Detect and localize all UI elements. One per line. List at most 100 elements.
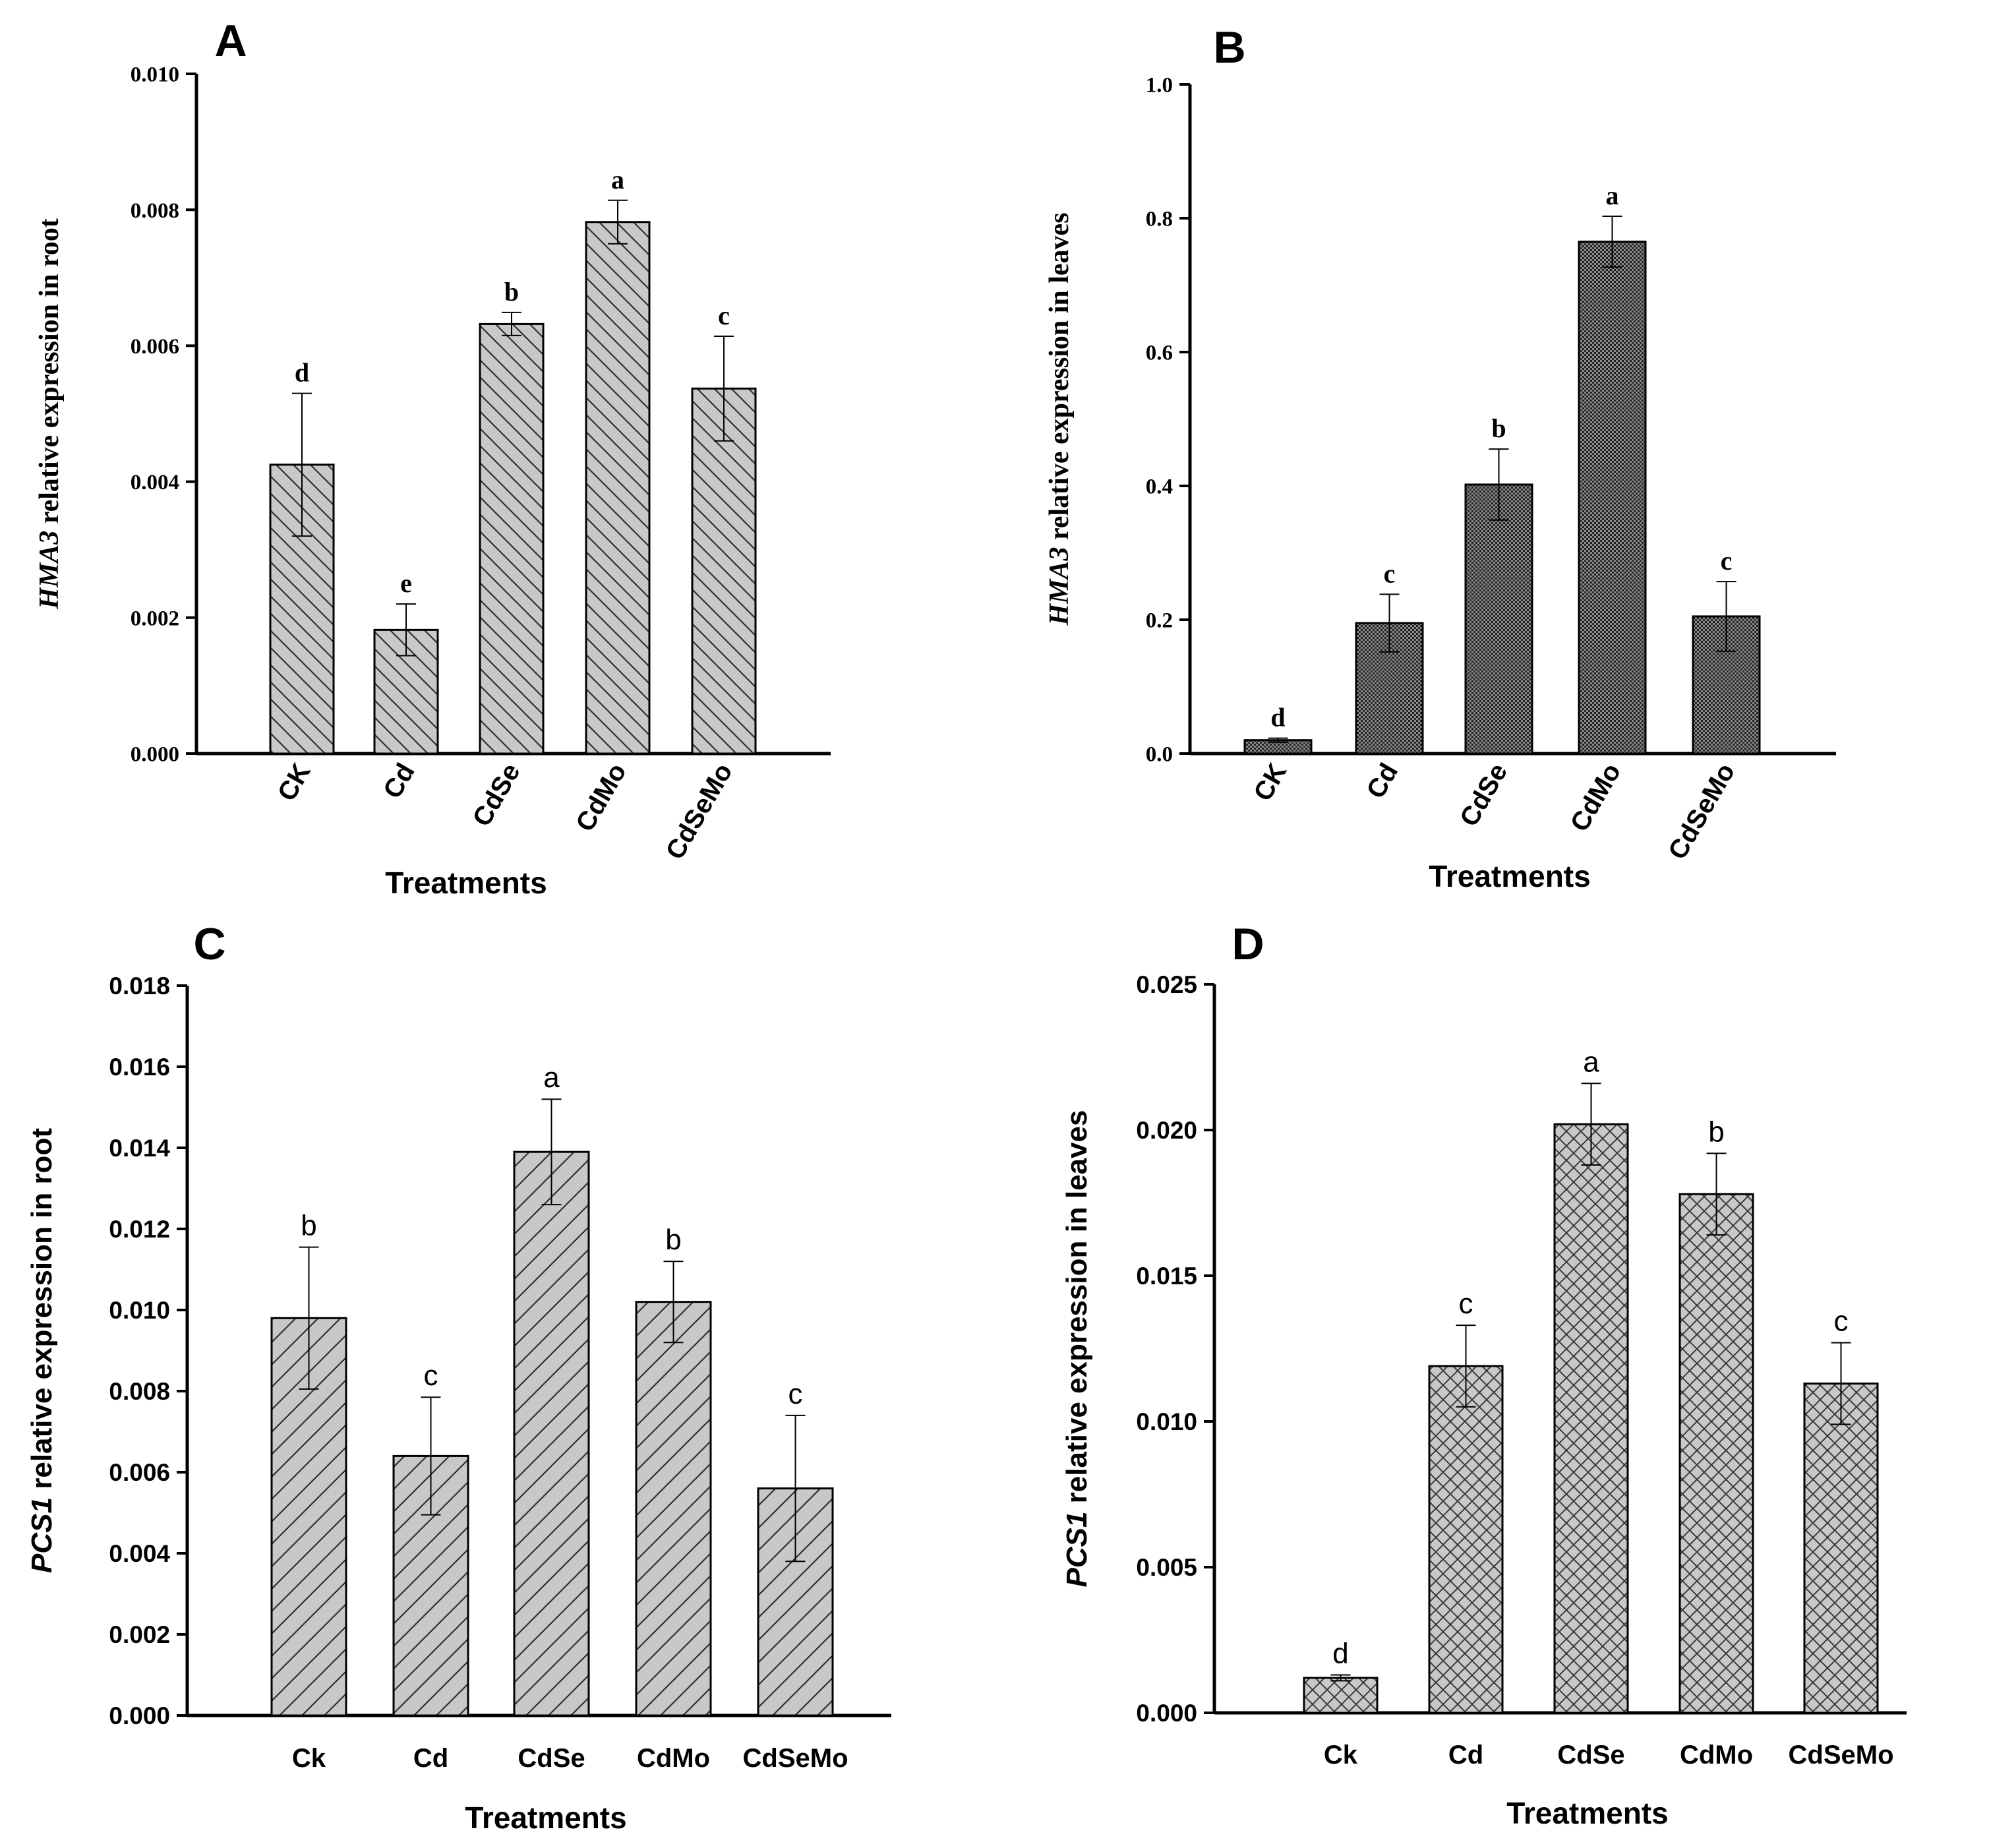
panel-d-y-axis-title-rest: relative expression in leaves: [1061, 1110, 1093, 1512]
panel-c-significance-letter: c: [424, 1359, 438, 1392]
panel-a-significance-letter: a: [611, 165, 624, 194]
panel-b-x-tick-label: CK: [1248, 758, 1292, 806]
panel-d-bar-cd: [1428, 1365, 1504, 1714]
panel-a-significance-letter: b: [504, 277, 519, 307]
panel-c-letter: C: [193, 919, 225, 969]
panel-d-y-tick-label: 0.005: [1136, 1554, 1197, 1581]
panel-b-x-axis-title: Treatments: [1429, 859, 1590, 893]
panel-c-bar-cdse: [513, 1150, 590, 1717]
panel-b-y-axis-title: HMA3 relative expression in leaves: [1044, 212, 1075, 626]
panel-c-y-tick-label: 0.010: [109, 1297, 170, 1324]
panel-c-y-tick-label: 0.006: [109, 1459, 170, 1486]
panel-c-significance-letter: a: [543, 1061, 560, 1094]
panel-d-bar-cdse: [1553, 1123, 1629, 1714]
panel-c-y-tick-label: 0.008: [109, 1378, 170, 1405]
panel-a-letter: A: [214, 16, 247, 66]
panel-b-x-tick-label: CdSeMo: [1663, 759, 1740, 865]
panel-c-x-axis-title: Treatments: [465, 1801, 626, 1835]
panel-b-y-tick-label: 1.0: [1146, 74, 1173, 98]
panel-d-y-tick-label: 0.025: [1136, 971, 1197, 998]
panel-b-y-tick-label: 0.2: [1146, 609, 1173, 633]
panel-b-y-tick-label: 0.4: [1146, 475, 1173, 499]
panel-d-x-tick-label: Ck: [1324, 1741, 1358, 1770]
panel-a-y-tick-label: 0.010: [131, 63, 179, 87]
panel-b-significance-letter: d: [1270, 703, 1285, 732]
panel-b-significance-letter: b: [1491, 413, 1506, 443]
panel-d-significance-letter: b: [1708, 1116, 1724, 1148]
panel-d-y-axis-gene: PCS1: [1061, 1512, 1093, 1588]
panel-a-y-tick-label: 0.000: [131, 743, 179, 767]
panel-c-y-tick-label: 0.014: [109, 1135, 170, 1162]
panel-c-y-tick-label: 0.000: [109, 1702, 170, 1729]
panel-d-bar-cdmo: [1678, 1193, 1754, 1714]
panel-c-significance-letter: b: [301, 1210, 316, 1242]
panel-d-y-tick-label: 0.020: [1136, 1117, 1197, 1144]
panel-c-y-tick-label: 0.018: [109, 972, 170, 999]
panel-b-y-axis-gene: HMA3: [1044, 547, 1075, 626]
panel-c-y-tick-label: 0.016: [109, 1054, 170, 1081]
panel-d-significance-letter: d: [1332, 1638, 1348, 1670]
panel-c-bar-cdmo: [635, 1301, 712, 1717]
panel-a-x-tick-label: Cd: [378, 759, 421, 804]
panel-a-y-tick-label: 0.004: [131, 471, 179, 494]
panel-d-significance-letter: c: [1834, 1305, 1849, 1338]
panel-b-y-axis-title-rest: relative expression in leaves: [1044, 212, 1075, 547]
panel-d-x-tick-label: Cd: [1448, 1741, 1483, 1770]
panel-d-significance-letter: a: [1583, 1046, 1599, 1078]
panel-d-x-tick-label: CdSeMo: [1789, 1741, 1894, 1770]
panel-b-significance-letter: a: [1606, 181, 1619, 210]
panel-b-significance-letter: c: [1384, 558, 1396, 588]
panel-c-y-tick-label: 0.012: [109, 1216, 170, 1243]
panel-c-x-tick-label: CdSe: [518, 1744, 585, 1773]
panel-c-y-tick-label: 0.002: [109, 1621, 170, 1648]
panel-a-y-axis-title: HMA3 relative expression in root: [34, 218, 65, 610]
panel-b-x-tick-label: CdSe: [1454, 759, 1513, 832]
panel-a-x-tick-label: CdSeMo: [661, 759, 738, 865]
panel-a-y-tick-label: 0.002: [131, 607, 179, 630]
panel-d-y-tick-label: 0.000: [1136, 1700, 1197, 1727]
panel-b-y-tick-label: 0.8: [1146, 208, 1173, 231]
panel-a-significance-letter: e: [400, 568, 412, 598]
panel-a-x-axis-title: Treatments: [385, 866, 547, 900]
panel-b-bar-cdse: [1464, 483, 1533, 755]
panel-d-y-tick-label: 0.015: [1136, 1263, 1197, 1290]
panel-a-y-axis-gene: HMA3: [34, 531, 65, 610]
panel-c-significance-letter: b: [665, 1224, 681, 1256]
panel-c-x-tick-label: Ck: [292, 1744, 326, 1773]
panel-b-bar-cdmo: [1578, 241, 1647, 755]
panel-b-y-tick-label: 0.6: [1146, 342, 1173, 365]
panel-d-x-tick-label: CdSe: [1557, 1741, 1624, 1770]
panel-c-y-axis-title-rest: relative expression in root: [26, 1128, 58, 1497]
panel-b-significance-letter: c: [1721, 546, 1733, 576]
panel-c-x-tick-label: CdSeMo: [743, 1744, 848, 1773]
panel-a-y-axis-title-rest: relative expression in root: [34, 218, 65, 531]
panel-c-y-tick-label: 0.004: [109, 1540, 170, 1567]
panel-d-letter: D: [1232, 919, 1264, 969]
panel-a-x-tick-label: CK: [272, 758, 316, 806]
panel-a-y-tick-label: 0.008: [131, 199, 179, 223]
panel-c-y-axis-title: PCS1 relative expression in root: [26, 1128, 58, 1573]
panel-d-significance-letter: c: [1459, 1288, 1473, 1320]
panel-d-y-axis-title: PCS1 relative expression in leaves: [1061, 1110, 1093, 1588]
panel-c-significance-letter: c: [788, 1378, 803, 1410]
panel-d-bar-cdsemo: [1803, 1383, 1879, 1714]
panel-a-y-tick-label: 0.006: [131, 335, 179, 359]
panel-b-y-tick-label: 0.0: [1146, 743, 1173, 767]
panel-a-x-tick-label: CdSe: [467, 759, 526, 832]
panel-d-bar-ck: [1303, 1677, 1379, 1714]
panel-b-letter: B: [1213, 22, 1245, 73]
panel-a-bar-cdsemo: [691, 387, 757, 755]
panel-a-bar-cdmo: [585, 221, 651, 755]
panel-a-bar-cdse: [479, 322, 545, 755]
panel-c-x-tick-label: CdMo: [637, 1744, 710, 1773]
panel-c-y-axis-gene: PCS1: [26, 1497, 58, 1573]
panel-b-x-tick-label: Cd: [1361, 759, 1404, 804]
panel-d-x-tick-label: CdMo: [1680, 1741, 1753, 1770]
panel-b-x-tick-label: CdMo: [1565, 759, 1627, 837]
panel-a-x-tick-label: CdMo: [570, 759, 632, 837]
panel-a-significance-letter: c: [718, 301, 730, 330]
panel-d-x-axis-title: Treatments: [1506, 1796, 1668, 1830]
panel-a-significance-letter: d: [295, 358, 309, 388]
panel-d-y-tick-label: 0.010: [1136, 1408, 1197, 1435]
